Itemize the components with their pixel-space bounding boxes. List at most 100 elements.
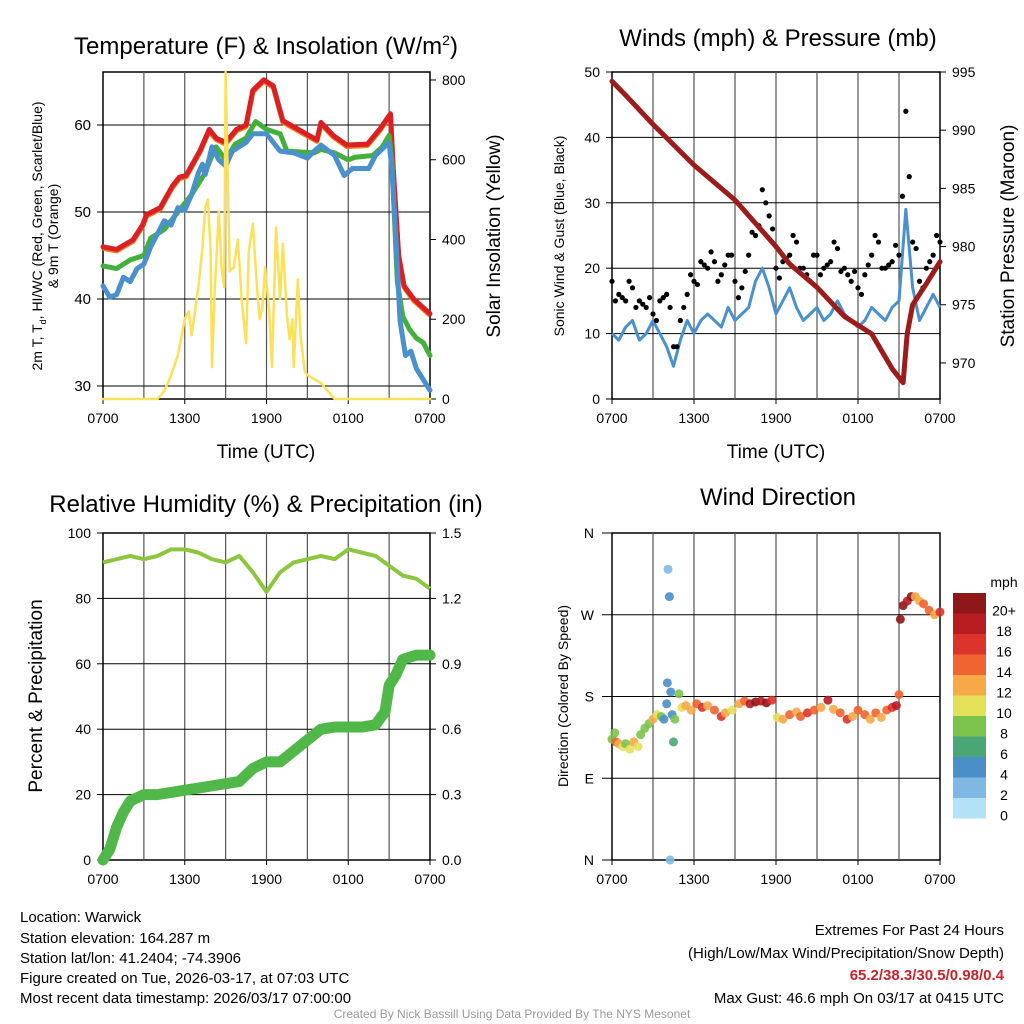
x-tick-label: 0100 bbox=[333, 871, 364, 887]
wind-y-label: Sonic Wind & Gust (Blue, Black) bbox=[551, 136, 567, 337]
elevation-text: Station elevation: 164.287 m bbox=[20, 930, 210, 947]
x-tick-label: 1300 bbox=[678, 410, 709, 426]
credit-text: Created By Nick Bassill Using Data Provi… bbox=[334, 1007, 691, 1021]
wind-direction-point bbox=[876, 712, 886, 722]
legend-label: 16 bbox=[996, 643, 1012, 659]
gust-point bbox=[742, 268, 748, 275]
gust-point bbox=[640, 301, 646, 307]
gust-point bbox=[933, 232, 940, 239]
series-line-0 bbox=[100, 77, 433, 317]
legend-label: 20+ bbox=[992, 602, 1016, 618]
legend-label: 4 bbox=[1000, 766, 1008, 782]
wind-direction-point bbox=[662, 678, 672, 688]
gust-point bbox=[623, 298, 629, 304]
temp-y-label-line2: & 9m T (Orange) bbox=[45, 184, 61, 289]
y2-tick-label: 0.6 bbox=[442, 721, 462, 737]
gust-point bbox=[773, 265, 779, 271]
wind-direction-point bbox=[625, 744, 635, 754]
max-gust-text: Max Gust: 46.6 mph On 03/17 at 0415 UTC bbox=[714, 990, 1004, 1007]
gust-point bbox=[701, 262, 707, 268]
gust-point bbox=[930, 252, 936, 258]
extremes-title: Extremes For Past 24 Hours bbox=[815, 922, 1004, 939]
legend-label: 2 bbox=[1000, 787, 1008, 803]
gust-point bbox=[677, 317, 683, 324]
x-tick-label: 0700 bbox=[596, 871, 627, 887]
wind-direction-point bbox=[727, 705, 737, 715]
wind-direction-point bbox=[636, 730, 646, 740]
legend-color-swatch bbox=[953, 654, 986, 675]
wind-direction-point bbox=[665, 855, 675, 865]
gust-point bbox=[766, 213, 772, 219]
wind-direction-point bbox=[823, 695, 833, 705]
wind-direction-point bbox=[710, 705, 719, 715]
relative-humidity-line bbox=[102, 547, 432, 594]
wind-direction-point bbox=[785, 710, 795, 720]
wind-direction-point bbox=[669, 737, 678, 747]
y-tick-label: 0 bbox=[592, 391, 600, 407]
legend-color-swatch bbox=[953, 695, 986, 716]
y-tick-label: 10 bbox=[584, 326, 600, 342]
gust-point bbox=[746, 252, 752, 258]
rh-y-label: Percent & Precipitation bbox=[26, 599, 47, 792]
y2-tick-label: 200 bbox=[442, 311, 466, 327]
gust-point bbox=[913, 245, 919, 252]
legend-color-swatch bbox=[953, 716, 986, 737]
wind-direction-point bbox=[796, 711, 806, 721]
gust-point bbox=[660, 295, 666, 301]
gust-point bbox=[694, 281, 701, 288]
gust-point bbox=[633, 304, 639, 311]
series-line-2 bbox=[100, 131, 433, 393]
gust-point bbox=[657, 298, 663, 304]
direction-tick-label: S bbox=[585, 689, 594, 705]
legend-color-swatch bbox=[953, 798, 986, 819]
gust-point bbox=[841, 265, 847, 271]
x-tick-label: 1900 bbox=[760, 410, 791, 426]
gust-point bbox=[759, 187, 765, 193]
gust-point bbox=[749, 229, 755, 235]
y2-tick-label: 0.3 bbox=[442, 787, 462, 803]
wind-direction-point bbox=[894, 690, 904, 700]
wind-direction-point bbox=[848, 711, 858, 721]
direction-y-label: Direction (Colored By Speed) bbox=[555, 605, 571, 787]
gust-point bbox=[612, 298, 619, 304]
gust-point bbox=[698, 259, 704, 265]
gust-point bbox=[722, 262, 728, 268]
gust-point bbox=[684, 291, 690, 297]
gust-point bbox=[711, 259, 718, 265]
gust-point bbox=[916, 278, 923, 284]
x-tick-label: 1900 bbox=[251, 410, 282, 426]
gust-point bbox=[862, 272, 868, 278]
created-text: Figure created on Tue, 2026-03-17, at 07… bbox=[20, 970, 350, 987]
direction-tick-label: N bbox=[584, 525, 594, 541]
gust-point bbox=[817, 272, 824, 278]
y-tick-label: 20 bbox=[584, 260, 600, 276]
gust-point bbox=[872, 232, 878, 239]
y2-tick-label: 970 bbox=[952, 355, 976, 371]
wind-direction-title: Wind Direction bbox=[700, 484, 856, 511]
gust-point bbox=[735, 295, 742, 301]
wind-direction-point bbox=[865, 714, 875, 724]
x-tick-label: 0700 bbox=[87, 410, 118, 426]
gust-point bbox=[899, 193, 906, 199]
legend-label: 8 bbox=[1000, 725, 1008, 741]
gust-point bbox=[646, 295, 653, 301]
wind-direction-point bbox=[895, 614, 905, 624]
gust-point bbox=[718, 272, 724, 278]
legend-color-swatch bbox=[953, 634, 986, 655]
gust-point bbox=[629, 285, 636, 291]
gust-point bbox=[838, 268, 844, 275]
wind-direction-point bbox=[809, 705, 819, 715]
legend-title: mph bbox=[990, 574, 1017, 590]
y-tick-label: 80 bbox=[75, 590, 91, 606]
gust-point bbox=[831, 239, 837, 245]
gust-point bbox=[609, 278, 615, 284]
wind-direction-point bbox=[935, 607, 945, 617]
wind-direction-point bbox=[610, 728, 620, 738]
gust-point bbox=[845, 272, 851, 278]
gust-point bbox=[650, 311, 656, 317]
gust-point bbox=[855, 285, 861, 291]
x-tick-label: 0100 bbox=[333, 410, 364, 426]
gust-point bbox=[834, 245, 841, 252]
gust-point bbox=[705, 265, 711, 271]
